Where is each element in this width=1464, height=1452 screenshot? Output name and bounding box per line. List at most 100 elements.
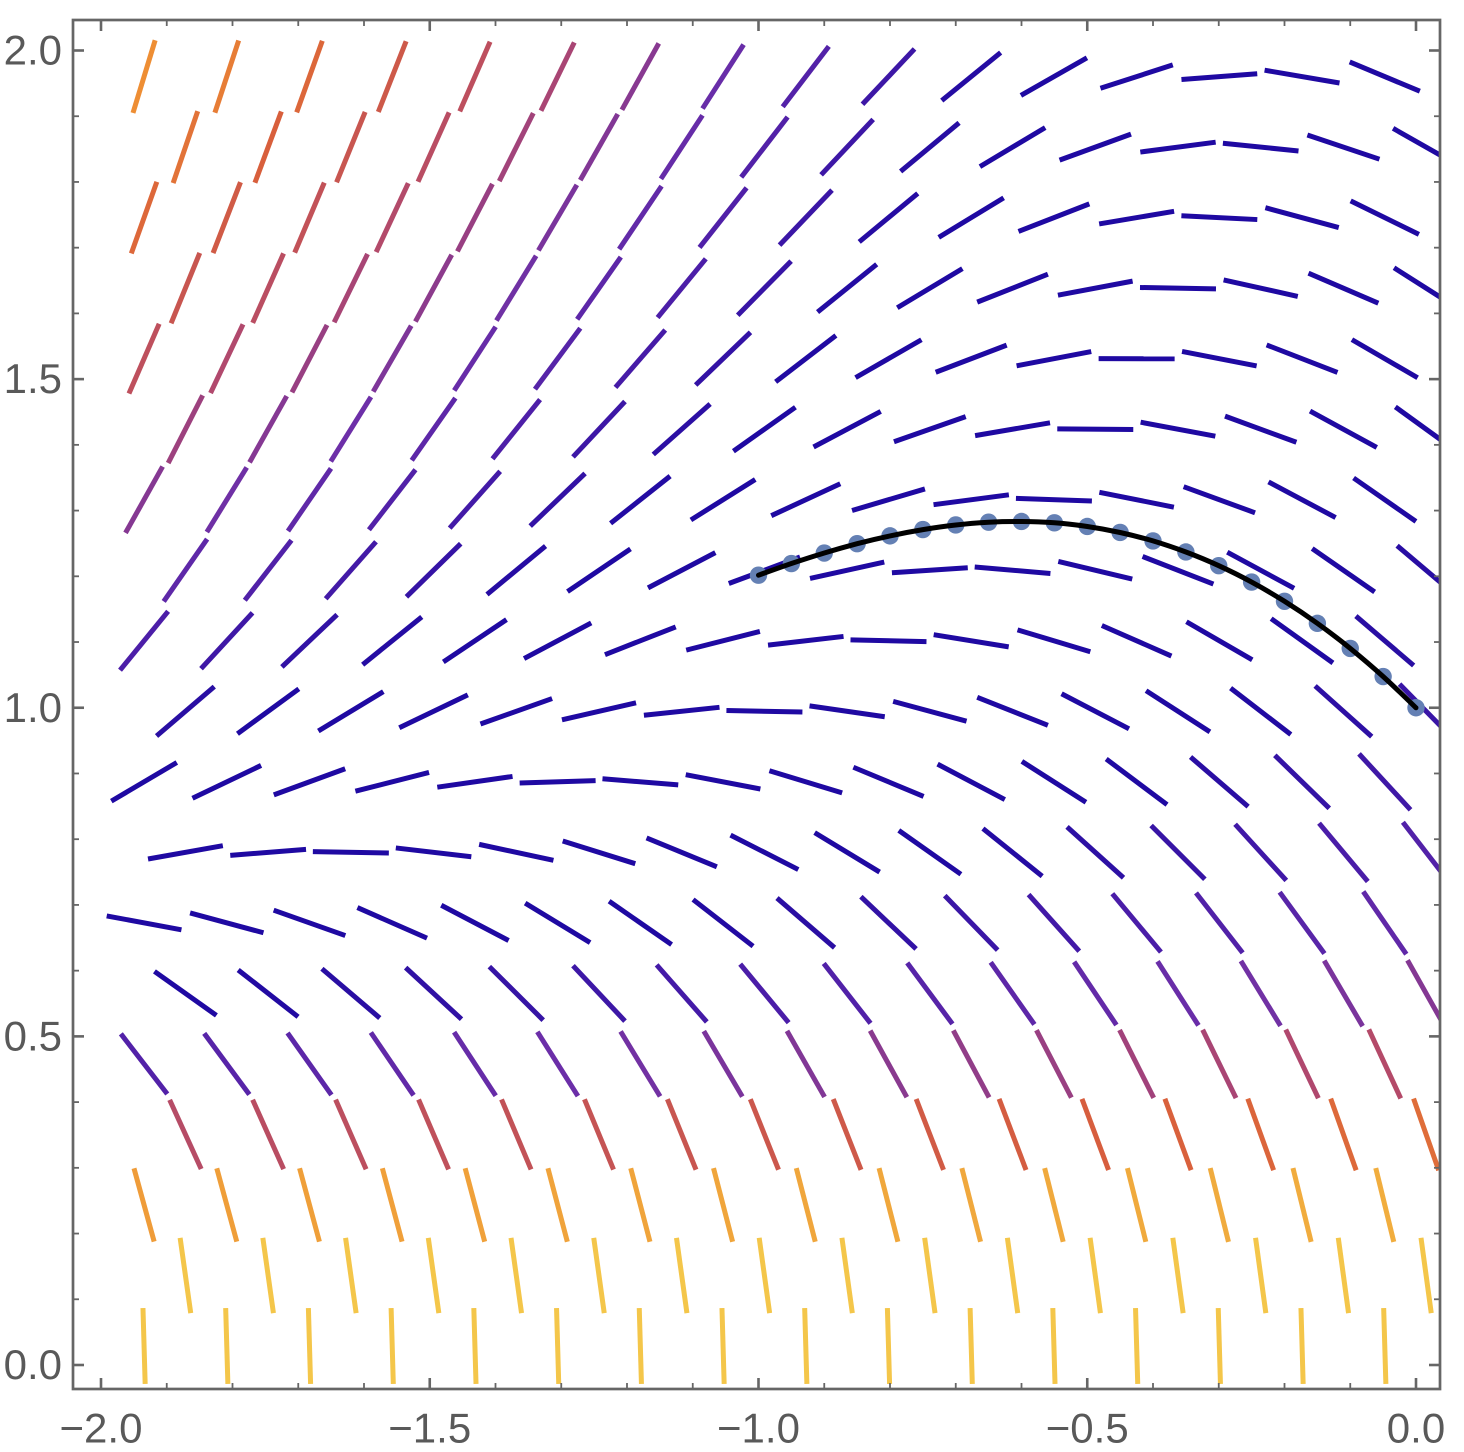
field-segment bbox=[1060, 691, 1131, 732]
field-segment bbox=[479, 696, 553, 727]
field-segment bbox=[1392, 265, 1440, 300]
field-segment bbox=[899, 120, 961, 174]
field-segment bbox=[738, 962, 791, 1025]
field-segment bbox=[361, 614, 424, 667]
field-segment bbox=[1155, 960, 1201, 1027]
field-segment bbox=[854, 337, 923, 380]
field-segment bbox=[328, 395, 374, 463]
field-segment bbox=[1139, 285, 1217, 292]
field-segment bbox=[936, 761, 1006, 802]
field-segment bbox=[490, 398, 543, 461]
field-segment bbox=[499, 1098, 534, 1171]
field-segment bbox=[1140, 419, 1216, 439]
field-segment bbox=[1015, 495, 1092, 504]
field-segment bbox=[895, 266, 964, 310]
field-segment bbox=[118, 609, 171, 672]
field-segment bbox=[812, 409, 882, 450]
field-segment bbox=[613, 328, 668, 390]
field-segment bbox=[937, 195, 1005, 240]
field-segment bbox=[508, 1237, 525, 1314]
field-segment bbox=[691, 897, 755, 949]
field-segment bbox=[368, 1031, 416, 1097]
field-segment bbox=[658, 113, 705, 181]
field-segment bbox=[1361, 890, 1409, 956]
field-segment bbox=[821, 961, 873, 1025]
field-segment bbox=[317, 689, 385, 734]
field-segment bbox=[455, 182, 495, 253]
field-segment bbox=[373, 182, 411, 254]
field-segment bbox=[457, 40, 493, 113]
field-segment bbox=[1181, 71, 1258, 82]
field-segment bbox=[731, 405, 797, 454]
field-segment bbox=[1352, 475, 1418, 524]
field-segment bbox=[1065, 825, 1126, 880]
x-tick-label: −0.5 bbox=[1046, 1404, 1129, 1451]
field-segment bbox=[106, 913, 182, 933]
field-segment bbox=[260, 1237, 276, 1314]
field-segment bbox=[851, 486, 926, 513]
field-segment bbox=[289, 323, 330, 394]
field-segment bbox=[1313, 684, 1374, 739]
field-segment bbox=[655, 257, 708, 320]
field-segment bbox=[297, 1167, 322, 1243]
field-segment bbox=[1141, 554, 1215, 587]
field-segment bbox=[305, 1307, 314, 1385]
field-segment bbox=[1391, 126, 1440, 158]
field-segment bbox=[388, 1307, 396, 1385]
field-segment bbox=[294, 39, 325, 114]
field-segment bbox=[356, 905, 429, 941]
field-segment bbox=[1405, 959, 1440, 1024]
field-segment bbox=[719, 1307, 727, 1385]
field-segment bbox=[147, 843, 224, 862]
field-segment bbox=[770, 481, 842, 518]
field-segment bbox=[867, 1029, 910, 1099]
field-segment bbox=[1181, 213, 1258, 223]
field-segment bbox=[933, 632, 1010, 650]
field-segment bbox=[775, 896, 837, 950]
field-segment bbox=[1357, 752, 1413, 812]
field-segment bbox=[1026, 892, 1082, 953]
field-segment bbox=[892, 698, 968, 724]
field-segment bbox=[561, 700, 637, 723]
field-segment bbox=[1273, 753, 1332, 811]
field-segment bbox=[1182, 484, 1256, 516]
field-segment bbox=[976, 695, 1049, 728]
field-segment bbox=[522, 620, 593, 661]
field-segment bbox=[591, 1237, 607, 1314]
field-segment bbox=[571, 399, 627, 459]
field-segment bbox=[1317, 821, 1370, 884]
field-segments bbox=[106, 39, 1440, 1385]
plot-frame bbox=[71, 18, 1442, 1391]
field-segment bbox=[1373, 1167, 1397, 1243]
field-segment bbox=[839, 1237, 855, 1314]
field-segment bbox=[809, 559, 885, 581]
field-segment bbox=[893, 414, 967, 445]
field-segment bbox=[167, 1098, 204, 1171]
field-segment bbox=[891, 565, 968, 576]
field-segment bbox=[1264, 205, 1340, 230]
field-segment bbox=[1226, 549, 1296, 591]
field-segment bbox=[323, 540, 378, 601]
field-segment bbox=[933, 492, 1010, 508]
field-segment bbox=[1181, 348, 1258, 369]
field-segment bbox=[793, 1167, 818, 1243]
field-segment bbox=[1016, 349, 1092, 369]
field-segment bbox=[1381, 1307, 1389, 1385]
field-segment bbox=[130, 39, 158, 114]
field-segment bbox=[366, 468, 418, 532]
field-segment bbox=[334, 110, 368, 184]
field-segment bbox=[110, 760, 179, 804]
field-segment bbox=[1144, 688, 1212, 735]
field-segment bbox=[1170, 1237, 1186, 1314]
field-segment bbox=[1306, 132, 1381, 162]
field-segment bbox=[739, 115, 790, 179]
field-segment bbox=[777, 188, 834, 247]
field-segment bbox=[1348, 59, 1421, 94]
field-segment bbox=[700, 43, 746, 110]
field-segment bbox=[959, 1167, 983, 1243]
field-segment bbox=[131, 1167, 157, 1243]
field-segment bbox=[809, 703, 886, 720]
field-segment bbox=[1310, 546, 1377, 594]
